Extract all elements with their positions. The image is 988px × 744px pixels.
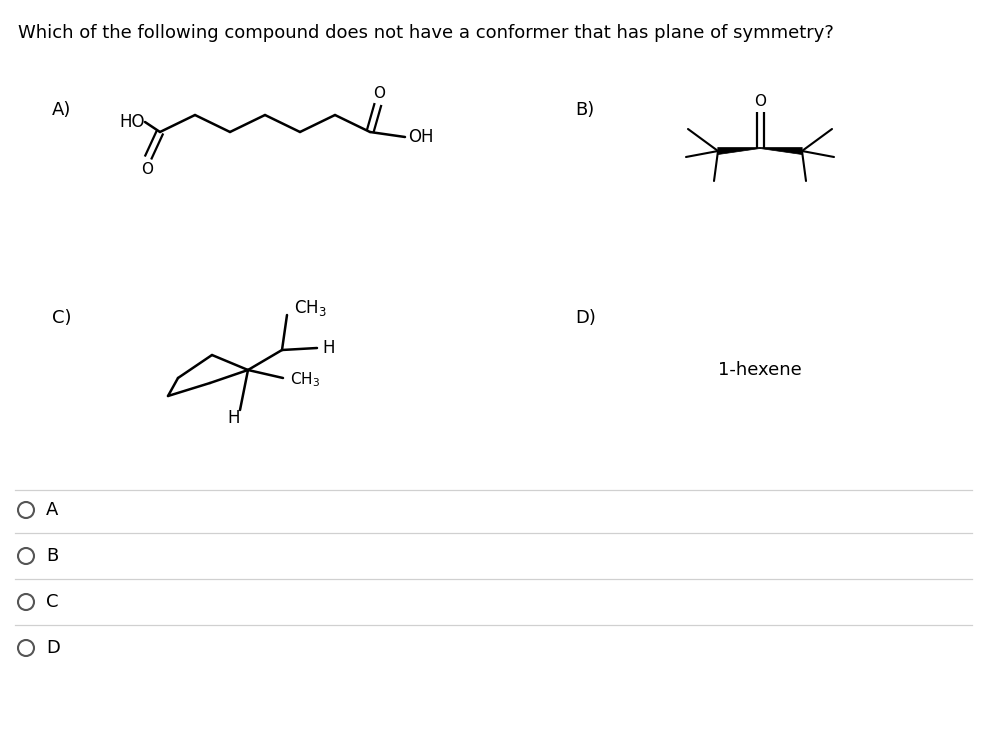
Text: A: A	[46, 501, 58, 519]
Text: A): A)	[52, 101, 71, 119]
Text: 1-hexene: 1-hexene	[718, 361, 802, 379]
Text: D: D	[46, 639, 60, 657]
Text: B): B)	[575, 101, 594, 119]
Polygon shape	[717, 147, 760, 155]
Text: HO: HO	[120, 113, 145, 131]
Text: CH$_3$: CH$_3$	[294, 298, 327, 318]
Text: C): C)	[52, 309, 71, 327]
Polygon shape	[760, 147, 802, 155]
Text: OH: OH	[408, 128, 434, 146]
Text: D): D)	[575, 309, 596, 327]
Text: H: H	[228, 409, 240, 427]
Text: CH$_3$: CH$_3$	[290, 371, 320, 389]
Text: Which of the following compound does not have a conformer that has plane of symm: Which of the following compound does not…	[18, 24, 834, 42]
Text: O: O	[754, 94, 766, 109]
Text: O: O	[373, 86, 385, 100]
Text: O: O	[141, 161, 153, 176]
Text: B: B	[46, 547, 58, 565]
Text: C: C	[46, 593, 58, 611]
Text: H: H	[322, 339, 335, 357]
